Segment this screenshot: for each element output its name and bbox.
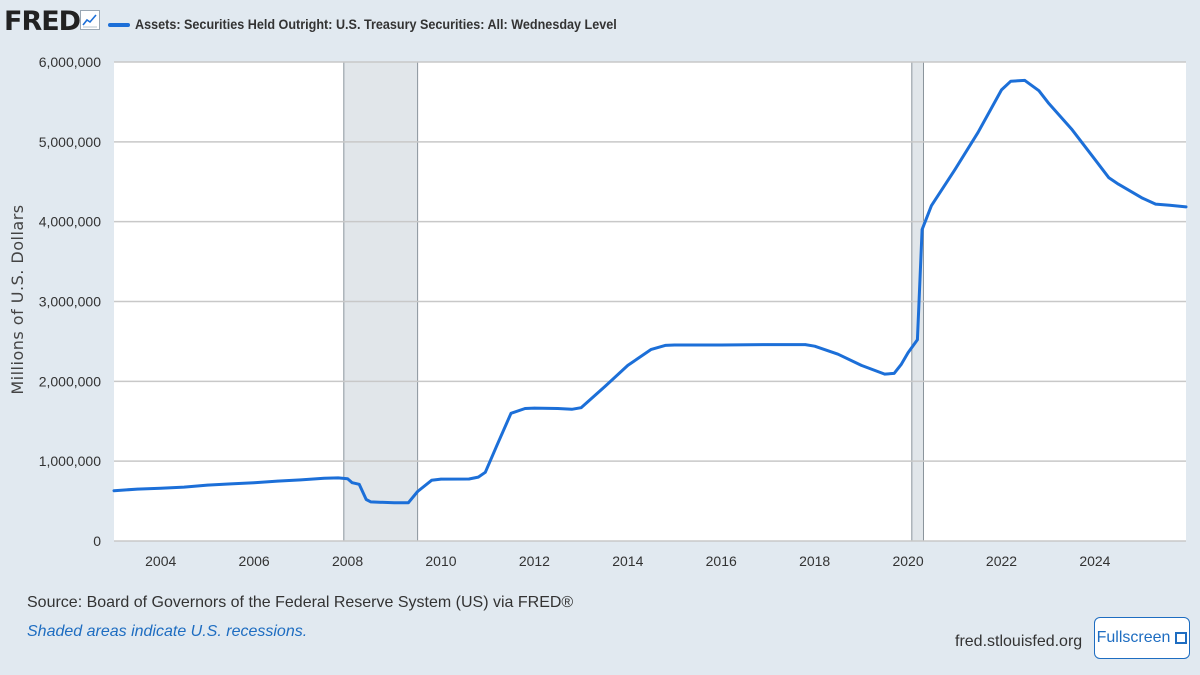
site-url[interactable]: fred.stlouisfed.org xyxy=(955,633,1083,650)
data-point xyxy=(358,483,361,486)
data-point xyxy=(953,168,956,171)
data-point xyxy=(136,487,139,491)
x-tick-label: 2022 xyxy=(986,553,1017,569)
data-point xyxy=(351,481,354,484)
fullscreen-button[interactable]: Fullscreen xyxy=(1094,617,1190,659)
x-tick-label: 2018 xyxy=(799,553,830,569)
data-point xyxy=(322,477,326,480)
data-point xyxy=(229,482,232,486)
data-point xyxy=(1107,176,1111,179)
data-point xyxy=(1070,127,1073,131)
x-tick-label: 2016 xyxy=(706,553,737,569)
data-point xyxy=(1184,205,1188,209)
data-point xyxy=(337,476,340,480)
data-point xyxy=(299,478,303,482)
data-point xyxy=(766,343,770,346)
chart-header: FRED Assets: Securities Held Outright: U… xyxy=(0,0,1200,50)
data-point xyxy=(649,348,653,351)
data-point xyxy=(570,408,573,411)
fullscreen-label: Fullscreen xyxy=(1096,629,1171,646)
data-point xyxy=(365,498,368,501)
data-point xyxy=(860,364,863,367)
legend-series-label: Assets: Securities Held Outright: U.S. T… xyxy=(135,16,617,32)
data-point xyxy=(1037,89,1041,92)
data-point xyxy=(1000,88,1003,92)
data-point xyxy=(892,372,896,375)
data-point xyxy=(206,483,209,487)
x-tick-label: 2008 xyxy=(332,553,363,569)
x-tick-label: 2006 xyxy=(239,553,270,569)
data-point xyxy=(1140,196,1143,199)
data-point xyxy=(112,489,116,492)
data-point xyxy=(976,131,980,134)
line-chart-icon xyxy=(80,10,100,30)
data-point xyxy=(477,475,480,479)
data-point xyxy=(556,407,559,410)
data-point xyxy=(416,490,419,493)
data-point xyxy=(1093,158,1097,161)
legend-swatch xyxy=(108,23,130,27)
y-tick-label: 4,000,000 xyxy=(39,214,101,230)
data-point xyxy=(252,481,256,484)
recession-note: Shaded areas indicate U.S. recessions. xyxy=(27,623,308,640)
data-point xyxy=(899,363,903,366)
source-text: Source: Board of Governors of the Federa… xyxy=(27,594,574,611)
data-point xyxy=(920,228,924,231)
data-point xyxy=(439,477,443,481)
data-point xyxy=(673,343,676,347)
data-point xyxy=(916,338,919,342)
data-point xyxy=(407,501,410,505)
data-point xyxy=(906,351,910,354)
fred-logo[interactable]: FRED xyxy=(4,6,81,37)
x-tick-label: 2024 xyxy=(1079,553,1110,569)
data-point xyxy=(1154,202,1157,206)
data-point xyxy=(579,406,583,409)
data-point xyxy=(346,477,349,480)
data-point xyxy=(626,364,630,367)
expand-icon xyxy=(1175,632,1188,644)
x-tick-label: 2020 xyxy=(892,553,923,569)
x-tick-label: 2012 xyxy=(519,553,550,569)
data-point xyxy=(467,477,471,481)
series-line xyxy=(112,78,1188,505)
data-point xyxy=(369,500,373,504)
data-point xyxy=(393,501,396,505)
data-point xyxy=(1023,79,1027,82)
data-point xyxy=(836,352,840,356)
data-point xyxy=(159,487,162,490)
y-tick-label: 3,000,000 xyxy=(39,294,101,310)
data-point xyxy=(484,471,487,474)
x-tick-label: 2004 xyxy=(145,553,176,569)
data-point xyxy=(930,204,933,207)
data-point xyxy=(603,385,606,389)
chart-canvas: 0 1,000,000 2,000,000 3,000,000 4,000,000 5,0… xyxy=(8,54,1188,569)
y-tick-label: 5,000,000 xyxy=(39,134,101,150)
data-point xyxy=(804,343,807,346)
x-tick-label: 2010 xyxy=(425,553,456,569)
y-tick-label: 6,000,000 xyxy=(39,54,101,70)
data-point xyxy=(1047,101,1050,104)
data-point xyxy=(1168,204,1171,207)
y-tick-label: 0 xyxy=(93,533,101,549)
data-point xyxy=(523,407,527,410)
data-point xyxy=(182,485,186,489)
y-tick-label: 2,000,000 xyxy=(39,373,101,389)
data-point xyxy=(533,406,536,410)
x-tick-label: 2014 xyxy=(612,553,643,569)
data-point xyxy=(720,343,723,347)
data-point xyxy=(1009,79,1013,83)
data-point xyxy=(495,444,499,447)
data-point xyxy=(509,412,513,415)
data-point xyxy=(276,479,279,483)
y-axis-label: Millions of U.S. Dollars xyxy=(8,204,27,394)
data-point xyxy=(883,372,886,376)
data-point xyxy=(813,345,816,348)
data-point xyxy=(1117,182,1120,186)
y-tick-label: 1,000,000 xyxy=(39,453,101,469)
data-point xyxy=(430,479,433,482)
data-point xyxy=(663,344,667,347)
